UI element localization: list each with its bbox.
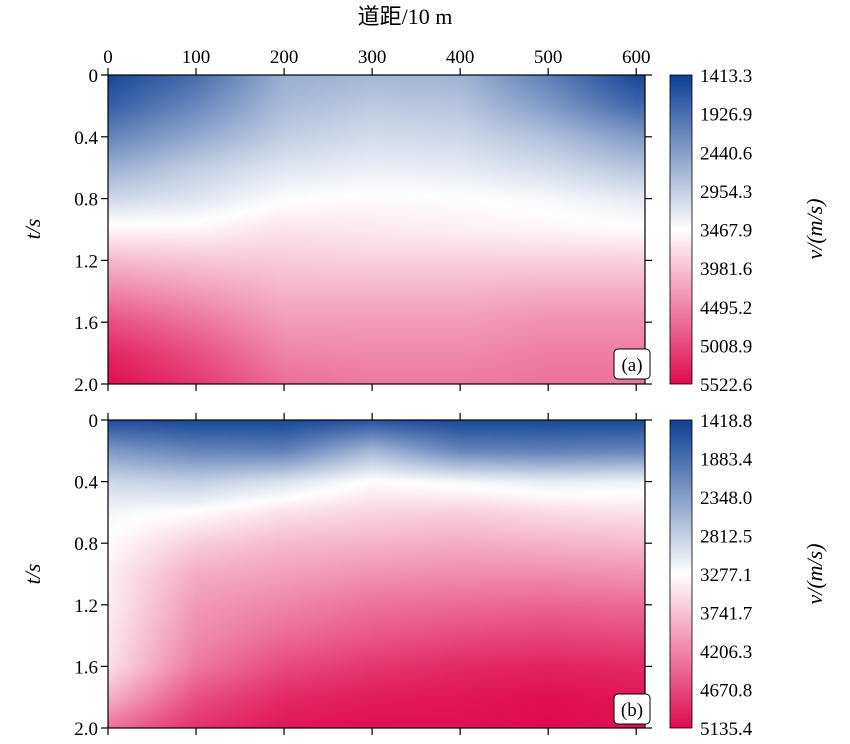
x-tick-label: 200 (270, 47, 299, 68)
colorbar-tick-label: 5008.9 (700, 336, 752, 357)
y-tick-label: 1.6 (74, 657, 98, 678)
y-tick-label: 2.0 (74, 375, 98, 396)
y-ticks-b: 0 0.4 0.8 1.2 1.6 2.0 (74, 411, 652, 740)
colorbar-tick-label: 1926.9 (700, 105, 752, 126)
panel-tag-b: (b) (621, 700, 643, 721)
heatmap-a (108, 75, 645, 384)
x-tick-label: 300 (358, 47, 387, 68)
colorbar-tick-label: 5135.4 (700, 719, 753, 740)
y-tick-label: 0.4 (74, 128, 98, 149)
panel-a: 0 100 200 300 400 500 600 0 0.4 0.8 1.2 1.6 2.0 t/s… (20, 47, 827, 396)
plot-frame-a (107, 74, 646, 385)
panel-tag-box-a: (a) (613, 348, 651, 380)
y-tick-label: 0.8 (74, 534, 98, 555)
plot-frame-b (107, 419, 646, 729)
y-tick-label: 0 (89, 66, 99, 87)
colorbar-tick-label: 3741.7 (700, 604, 752, 625)
colorbar-ticks-a: 1413.3 1926.9 2440.6 2954.3 3467.9 3981.6 4495… (700, 66, 752, 396)
colorbar-frame-a (669, 74, 693, 385)
x-tick-label: 400 (446, 47, 475, 68)
colorbar-tick-label: 4670.8 (700, 681, 752, 702)
x-ticks-a: 0 100 200 300 400 500 600 (103, 47, 650, 391)
colorbar-tick-label: 2954.3 (700, 182, 752, 203)
y-tick-label: 1.2 (74, 251, 98, 272)
colorbar-tick-label: 1418.8 (700, 411, 752, 432)
y-axis-title-a: t/s (20, 219, 45, 240)
colorbar-tick-label: 1413.3 (700, 66, 752, 87)
heatmap-b (108, 420, 645, 728)
x-ticks-b (107, 413, 637, 735)
y-tick-label: 0.4 (74, 473, 98, 494)
colorbar-tick-label: 2812.5 (700, 527, 752, 548)
y-tick-label: 1.6 (74, 313, 98, 334)
colorbar-tick-label: 4495.2 (700, 298, 752, 319)
colorbar-a (670, 75, 692, 384)
colorbar-ticks-b: 1418.8 1883.4 2348.0 2812.5 3277.1 3741.7 4206… (700, 411, 753, 740)
x-tick-label: 600 (622, 47, 651, 68)
colorbar-tick-label: 2348.0 (700, 488, 752, 509)
panel-tag-a: (a) (621, 355, 642, 376)
colorbar-tick-label: 1883.4 (700, 450, 753, 471)
colorbar-tick-label: 3277.1 (700, 565, 752, 586)
colorbar-tick-label: 3981.6 (700, 259, 752, 280)
colorbar-title-a: v/(m/s) (802, 198, 827, 259)
colorbar-b (670, 420, 692, 728)
y-tick-label: 0 (89, 411, 99, 432)
y-axis-title-b: t/s (20, 564, 45, 585)
colorbar-tick-label: 2440.6 (700, 143, 752, 164)
y-tick-label: 1.2 (74, 596, 98, 617)
colorbar-frame-b (669, 419, 693, 729)
y-tick-label: 2.0 (74, 719, 98, 740)
x-tick-label: 0 (103, 47, 113, 68)
panel-tag-box-b: (b) (613, 693, 651, 725)
colorbar-title-b: v/(m/s) (802, 543, 827, 604)
colorbar-tick-label: 4206.3 (700, 642, 752, 663)
colorbar-tick-label: 5522.6 (700, 375, 752, 396)
x-axis-title: 道距/10 m (358, 4, 453, 29)
y-tick-label: 0.8 (74, 190, 98, 211)
x-tick-label: 500 (534, 47, 563, 68)
colorbar-tick-label: 3467.9 (700, 221, 752, 242)
x-tick-label: 100 (182, 47, 211, 68)
panel-b: 0 0.4 0.8 1.2 1.6 2.0 t/s (b) 1418.8 1883.4 234… (20, 411, 827, 740)
y-ticks-a: 0 0.4 0.8 1.2 1.6 2.0 (74, 66, 652, 396)
